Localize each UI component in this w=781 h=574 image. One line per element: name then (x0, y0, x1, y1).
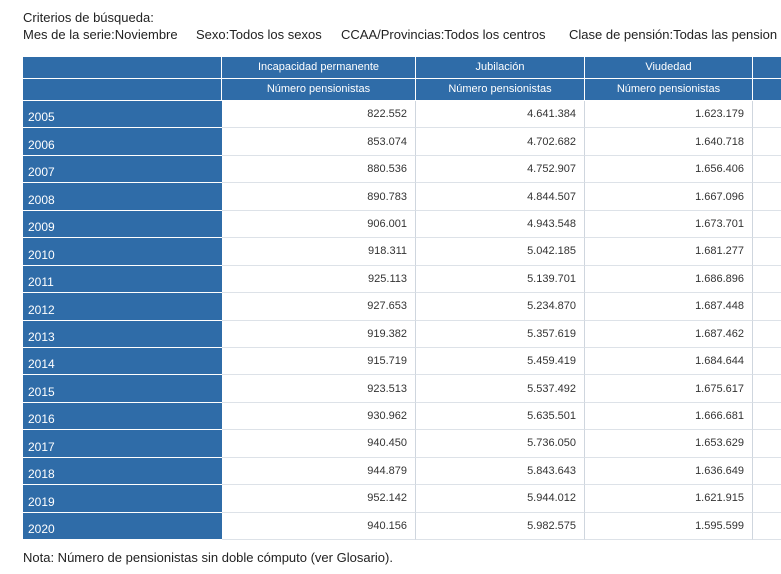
data-cell: 5.982.575 (416, 512, 585, 540)
criteria-item: Mes de la serie:Noviembre (23, 27, 178, 42)
column-measure: Número pensionistas (585, 79, 753, 101)
row-header: 2005 (23, 101, 222, 129)
data-cell: 4.844.507 (416, 183, 585, 211)
row-header: 2015 (23, 375, 222, 403)
column-measure: Número pensionistas (222, 79, 416, 101)
data-cell: 853.074 (222, 128, 416, 156)
data-cell: 5.944.012 (416, 485, 585, 513)
criteria-item: Clase de pensión:Todas las pension (569, 27, 778, 42)
row-header: 2016 (23, 402, 222, 431)
data-cell (753, 320, 781, 348)
data-cell: 930.962 (222, 402, 416, 431)
data-cell (753, 512, 781, 540)
criteria-item: CCAA/Provincias:Todos los centros (341, 27, 546, 42)
data-cell: 5.537.492 (416, 375, 585, 403)
row-header: 2019 (23, 485, 222, 513)
data-cell: 4.752.907 (416, 155, 585, 184)
data-cell: 1.623.179 (585, 101, 753, 129)
data-cell (753, 293, 781, 321)
header-cell (753, 57, 781, 79)
data-cell (753, 183, 781, 211)
data-cell: 880.536 (222, 155, 416, 184)
data-cell: 1.673.701 (585, 210, 753, 239)
data-cell: 1.666.681 (585, 402, 753, 431)
row-header: 2014 (23, 347, 222, 376)
data-cell (753, 155, 781, 184)
data-cell: 4.702.682 (416, 128, 585, 156)
column-group: Incapacidad permanente (222, 57, 416, 79)
row-header: 2011 (23, 265, 222, 294)
data-cell: 1.640.718 (585, 128, 753, 156)
row-header: 2008 (23, 183, 222, 211)
column-measure: Número pensionistas (416, 79, 585, 101)
row-header: 2018 (23, 457, 222, 486)
data-cell (753, 101, 781, 129)
row-header: 2009 (23, 210, 222, 239)
data-cell (753, 430, 781, 458)
header-cell (23, 57, 222, 79)
data-cell: 1.675.617 (585, 375, 753, 403)
data-cell: 5.635.501 (416, 402, 585, 431)
data-cell: 940.450 (222, 430, 416, 458)
data-cell: 923.513 (222, 375, 416, 403)
data-cell (753, 128, 781, 156)
data-cell (753, 402, 781, 431)
header-cell (23, 79, 222, 101)
data-cell: 944.879 (222, 457, 416, 486)
data-cell: 927.653 (222, 293, 416, 321)
data-cell: 5.459.419 (416, 347, 585, 376)
data-cell: 1.686.896 (585, 265, 753, 294)
data-cell: 890.783 (222, 183, 416, 211)
data-cell: 940.156 (222, 512, 416, 540)
data-cell: 915.719 (222, 347, 416, 376)
data-cell (753, 238, 781, 266)
data-cell: 5.234.870 (416, 293, 585, 321)
column-group: Jubilación (416, 57, 585, 79)
data-cell: 918.311 (222, 238, 416, 266)
data-cell: 1.656.406 (585, 155, 753, 184)
data-cell: 5.843.643 (416, 457, 585, 486)
data-cell (753, 457, 781, 486)
row-header: 2010 (23, 238, 222, 266)
header-cell (753, 79, 781, 101)
data-cell (753, 485, 781, 513)
data-cell: 1.681.277 (585, 238, 753, 266)
data-cell: 1.667.096 (585, 183, 753, 211)
data-cell: 1.595.599 (585, 512, 753, 540)
data-cell: 1.636.649 (585, 457, 753, 486)
note: Nota: Número de pensionistas sin doble c… (23, 550, 393, 565)
data-cell: 4.641.384 (416, 101, 585, 129)
data-cell: 822.552 (222, 101, 416, 129)
data-cell (753, 210, 781, 239)
data-cell: 952.142 (222, 485, 416, 513)
row-header: 2017 (23, 430, 222, 458)
criteria-item: Sexo:Todos los sexos (196, 27, 322, 42)
row-header: 2012 (23, 293, 222, 321)
data-cell (753, 347, 781, 376)
row-header: 2013 (23, 320, 222, 348)
row-header: 2006 (23, 128, 222, 156)
data-cell: 1.687.448 (585, 293, 753, 321)
data-cell: 925.113 (222, 265, 416, 294)
data-cell: 4.943.548 (416, 210, 585, 239)
data-cell: 1.653.629 (585, 430, 753, 458)
row-header: 2007 (23, 155, 222, 184)
data-cell: 906.001 (222, 210, 416, 239)
data-cell: 5.042.185 (416, 238, 585, 266)
data-cell: 1.687.462 (585, 320, 753, 348)
criteria-title: Criterios de búsqueda: (23, 10, 154, 25)
data-cell: 5.139.701 (416, 265, 585, 294)
data-cell (753, 375, 781, 403)
data-cell (753, 265, 781, 294)
data-cell: 919.382 (222, 320, 416, 348)
row-header: 2020 (23, 512, 222, 540)
data-cell: 5.357.619 (416, 320, 585, 348)
data-cell: 1.621.915 (585, 485, 753, 513)
column-group: Viudedad (585, 57, 753, 79)
data-cell: 5.736.050 (416, 430, 585, 458)
data-cell: 1.684.644 (585, 347, 753, 376)
